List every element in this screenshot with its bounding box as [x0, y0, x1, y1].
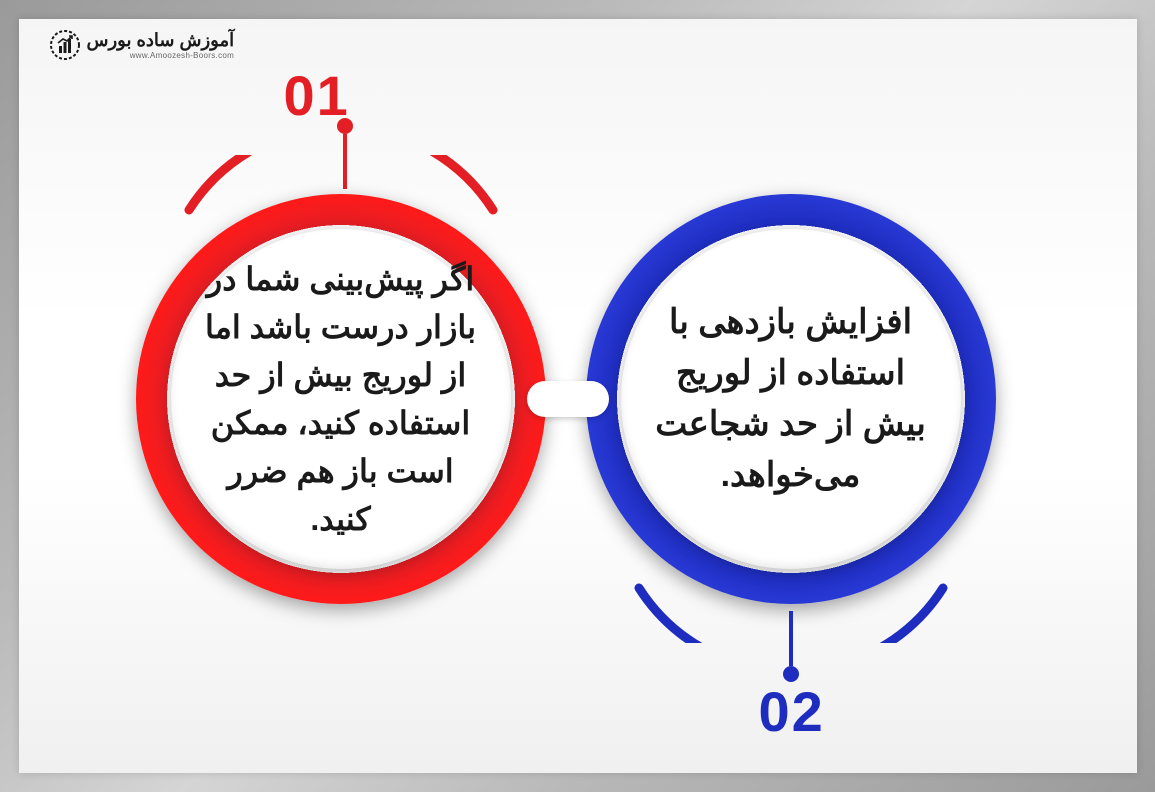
number-label-02: 02 [759, 679, 825, 744]
brand-logo: آموزش ساده بورس www.Amoozesh-Boors.com [49, 29, 235, 61]
ring-blue: افزایش بازدهی با استفاده از لوریج بیش از… [586, 194, 996, 604]
circle-item-01: اگر پیش‌بینی شما در بازار درست باشد اما … [136, 194, 546, 604]
circle-inner-02: افزایش بازدهی با استفاده از لوریج بیش از… [621, 229, 961, 569]
inner-panel: آموزش ساده بورس www.Amoozesh-Boors.com 0… [19, 19, 1137, 773]
circle-bridge [527, 381, 609, 417]
connector-bottom-blue [783, 611, 799, 682]
circle-item-02: افزایش بازدهی با استفاده از لوریج بیش از… [586, 194, 996, 604]
circle-inner-01: اگر پیش‌بینی شما در بازار درست باشد اما … [171, 229, 511, 569]
logo-title: آموزش ساده بورس [87, 30, 235, 51]
outer-canvas: آموزش ساده بورس www.Amoozesh-Boors.com 0… [0, 0, 1155, 792]
connector-top-red [337, 118, 353, 189]
globe-chart-icon [49, 29, 81, 61]
ring-red: اگر پیش‌بینی شما در بازار درست باشد اما … [136, 194, 546, 604]
logo-text-block: آموزش ساده بورس www.Amoozesh-Boors.com [87, 30, 235, 60]
circle-text-01: اگر پیش‌بینی شما در بازار درست باشد اما … [201, 255, 481, 543]
logo-subtitle: www.Amoozesh-Boors.com [87, 51, 235, 60]
circle-text-02: افزایش بازدهی با استفاده از لوریج بیش از… [651, 297, 931, 501]
